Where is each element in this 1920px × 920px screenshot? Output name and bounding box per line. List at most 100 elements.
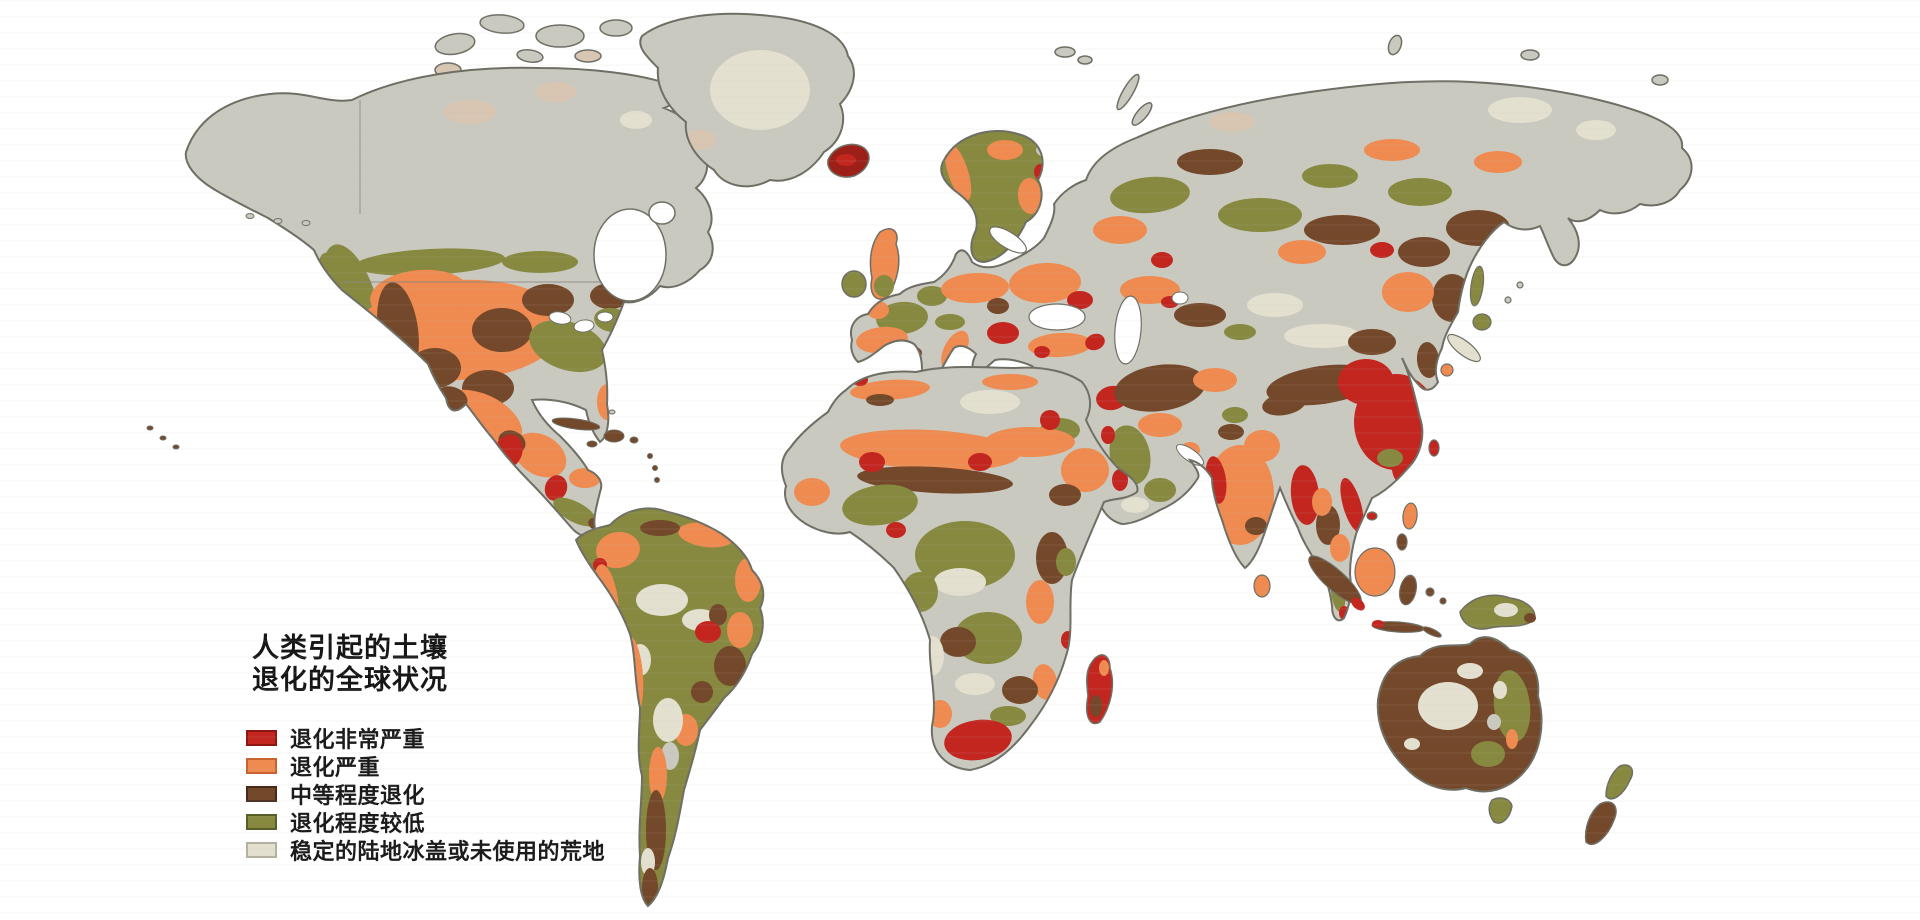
aleutians <box>245 213 255 219</box>
island <box>535 24 585 48</box>
map-patch <box>1026 580 1054 624</box>
map-patch <box>472 308 532 352</box>
island <box>1077 55 1093 65</box>
map-patch <box>1093 216 1147 244</box>
map-patch <box>522 284 574 316</box>
map-patch <box>331 357 365 415</box>
map-patch <box>1304 215 1380 245</box>
map-patch <box>1168 460 1192 480</box>
map-patch <box>1218 424 1244 440</box>
map-patch <box>1224 324 1256 340</box>
map-title-line2: 退化的全球状况 <box>252 665 448 696</box>
map-patch <box>1085 333 1105 351</box>
map-patch <box>1506 729 1518 749</box>
caspian-sea <box>1114 295 1142 365</box>
map-patch <box>1474 151 1522 173</box>
map-patch <box>374 335 402 369</box>
legend-label: 退化严重 <box>290 755 381 780</box>
map-patch <box>1034 346 1050 358</box>
map-patch <box>1056 548 1076 576</box>
map-patch <box>886 522 906 538</box>
map-patch <box>990 706 1026 726</box>
map-patch <box>1002 676 1038 704</box>
map-patch <box>842 484 918 526</box>
map-title-line1: 人类引起的土壤 <box>252 633 448 663</box>
new-zealand-south <box>1584 801 1617 845</box>
map-patch <box>934 568 986 596</box>
map-patch <box>836 154 856 166</box>
map-patch <box>1418 682 1478 730</box>
hispaniola <box>603 429 625 443</box>
map-patch <box>1377 449 1403 467</box>
southeast-asian-islands <box>1253 502 1447 638</box>
map-patch <box>960 390 1020 414</box>
map-patch <box>620 111 652 129</box>
map-patch <box>1262 392 1306 416</box>
lesser-antilles <box>652 465 658 471</box>
map-patch <box>955 673 995 695</box>
map-patch <box>876 301 928 335</box>
kuril-island <box>1516 281 1524 289</box>
new-guinea <box>1459 594 1536 630</box>
island <box>1131 102 1153 126</box>
map-patch <box>544 475 568 501</box>
map-patch <box>1121 497 1149 513</box>
lesser-antilles <box>647 453 653 459</box>
map-patch <box>1340 477 1364 533</box>
australia-patches <box>1404 663 1531 767</box>
map-patch <box>1193 368 1237 392</box>
map-patch <box>649 747 667 803</box>
map-patch <box>987 298 1009 314</box>
caribbean-islands <box>146 213 660 483</box>
map-patch <box>1209 112 1255 132</box>
map-patch <box>968 453 992 471</box>
map-patch <box>1364 139 1420 161</box>
iceland <box>827 143 870 178</box>
map-patch <box>985 427 1075 457</box>
moluccas <box>1439 597 1447 605</box>
map-patch <box>1302 164 1358 188</box>
sumatra-south-patch <box>1351 597 1365 611</box>
map-title: 人类引起的土壤 退化的全球状况 <box>252 632 448 697</box>
map-patch <box>987 140 1023 160</box>
map-patch <box>1120 276 1180 304</box>
map-patch <box>1524 613 1536 623</box>
map-patch <box>1032 664 1058 700</box>
island <box>1651 74 1669 86</box>
new-zealand-north <box>1605 764 1634 800</box>
aral-sea <box>1171 291 1189 305</box>
map-patch <box>1144 478 1176 502</box>
legend-item-low: 退化程度较低 <box>246 808 605 836</box>
map-patch <box>1009 262 1081 304</box>
tasmania-new-zealand <box>1488 764 1634 845</box>
map-patch <box>1398 237 1450 267</box>
persian-gulf <box>1175 444 1205 466</box>
map-patch <box>1112 469 1128 491</box>
hokkaido <box>1472 313 1492 331</box>
hudson-bay-north <box>648 201 676 225</box>
kuril-island <box>1504 296 1512 304</box>
island <box>1387 34 1403 56</box>
map-patch <box>1040 410 1060 430</box>
great-lake <box>573 319 595 333</box>
map-patch <box>987 322 1019 344</box>
map-patch <box>636 584 688 616</box>
map-patch <box>1049 484 1081 506</box>
island <box>599 19 633 37</box>
map-patch <box>1471 741 1505 767</box>
map-patch <box>1110 176 1190 214</box>
map-patch <box>1330 534 1350 562</box>
aleutians <box>301 220 311 226</box>
legend-item-severe: 退化严重 <box>246 752 605 780</box>
legend-item-very-severe: 退化非常严重 <box>246 724 605 752</box>
island <box>479 14 525 34</box>
map-patch <box>940 627 976 657</box>
philippines-luzon <box>1402 502 1418 530</box>
map-patch <box>536 82 576 102</box>
map-patch <box>684 130 716 150</box>
map-legend: 退化非常严重 退化严重 中等程度退化 退化程度较低 稳定的陆地冰盖或未使用的荒地 <box>246 724 605 864</box>
java-west-patch <box>1372 620 1384 628</box>
map-patch <box>1290 465 1320 525</box>
